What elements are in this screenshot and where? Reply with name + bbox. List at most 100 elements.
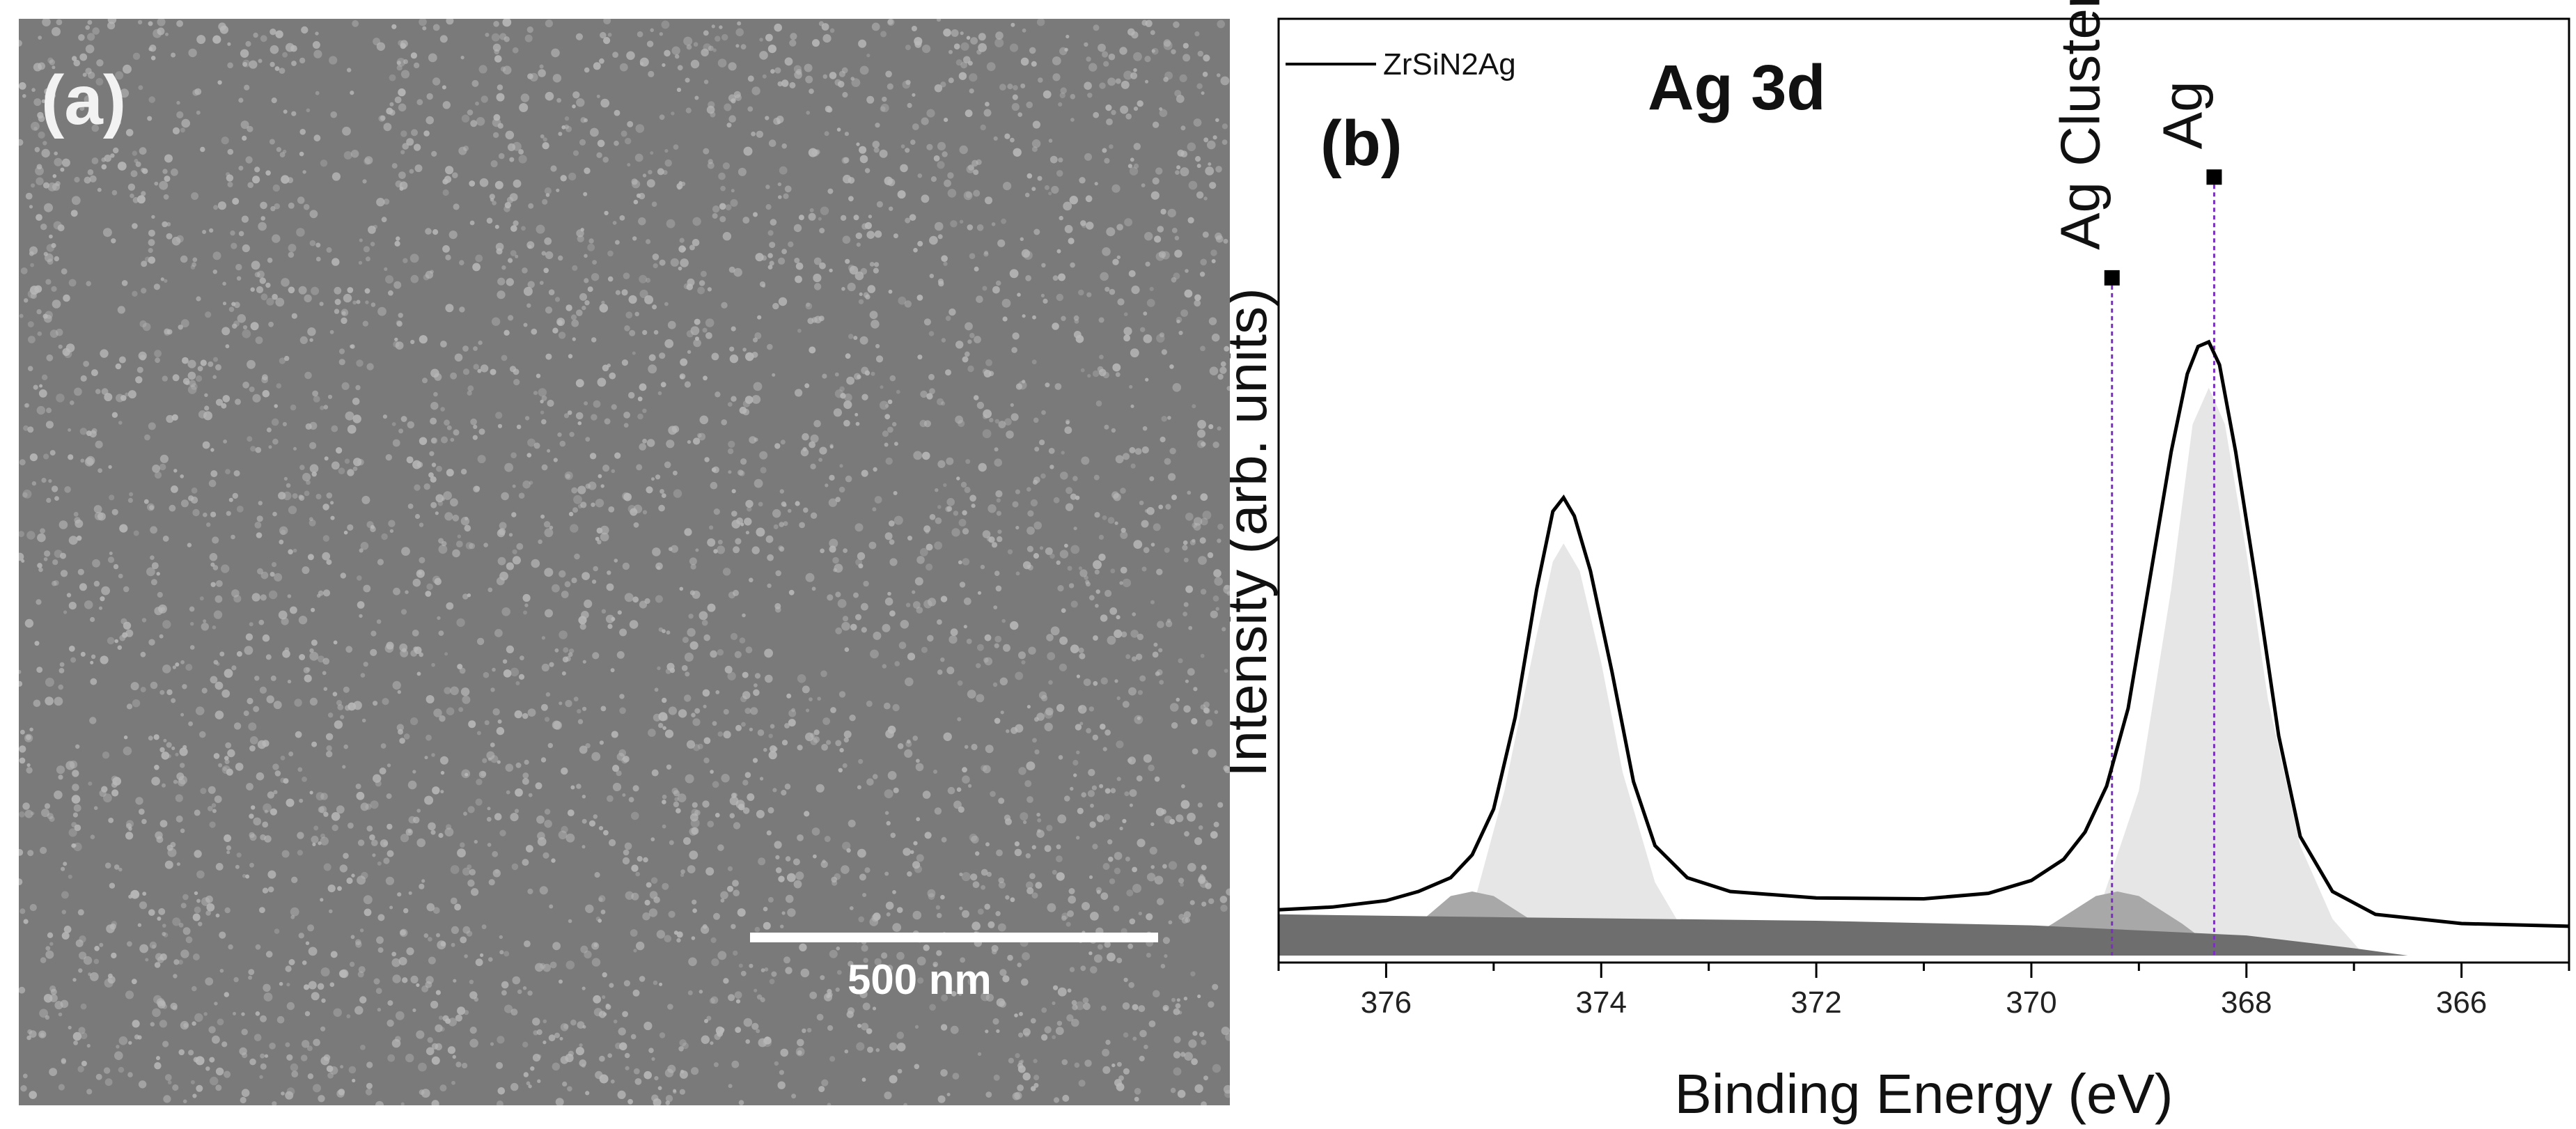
nanoparticle — [798, 215, 804, 221]
nanoparticle — [786, 693, 792, 699]
nanoparticle — [764, 967, 769, 972]
nanoparticle — [334, 299, 341, 305]
nanoparticle — [80, 458, 85, 463]
nanoparticle — [403, 59, 408, 64]
nanoparticle — [1010, 621, 1019, 630]
nanoparticle — [1143, 334, 1153, 343]
nanoparticle — [875, 988, 882, 994]
nanoparticle — [191, 383, 198, 390]
nanoparticle — [451, 942, 455, 947]
nanoparticle — [533, 442, 540, 449]
nanoparticle — [378, 115, 385, 122]
nanoparticle — [1116, 615, 1121, 620]
nanoparticle — [688, 614, 694, 619]
nanoparticle — [531, 328, 538, 335]
nanoparticle — [685, 774, 694, 784]
nanoparticle — [861, 366, 869, 375]
nanoparticle — [196, 110, 201, 115]
nanoparticle — [330, 951, 338, 958]
nanoparticle — [352, 414, 361, 423]
nanoparticle — [1083, 1002, 1091, 1011]
nanoparticle — [1171, 997, 1176, 1002]
nanoparticle — [1127, 756, 1137, 765]
nanoparticle — [451, 926, 460, 934]
nanoparticle — [446, 707, 455, 716]
nanoparticle — [483, 543, 488, 547]
nanoparticle — [763, 921, 771, 930]
nanoparticle — [69, 93, 74, 98]
nanoparticle — [451, 1080, 455, 1085]
nanoparticle — [169, 504, 176, 512]
nanoparticle — [1088, 951, 1093, 956]
nanoparticle — [1017, 293, 1021, 297]
nanoparticle — [281, 278, 290, 287]
nanoparticle — [450, 897, 458, 905]
nanoparticle — [90, 834, 95, 839]
nanoparticle — [581, 845, 586, 849]
nanoparticle — [733, 950, 738, 956]
nanoparticle — [1119, 47, 1127, 55]
nanoparticle — [886, 820, 891, 826]
nanoparticle — [880, 103, 889, 113]
nanoparticle — [1154, 875, 1164, 885]
nanoparticle — [775, 855, 780, 859]
nanoparticle — [1040, 293, 1045, 297]
nanoparticle — [545, 251, 554, 260]
nanoparticle — [319, 302, 324, 306]
nanoparticle — [504, 1004, 513, 1013]
nanoparticle — [632, 351, 636, 355]
nanoparticle — [789, 81, 796, 88]
nanoparticle — [579, 293, 587, 301]
nanoparticle — [520, 93, 530, 102]
nanoparticle — [912, 735, 918, 741]
nanoparticle — [258, 619, 265, 625]
nanoparticle — [887, 771, 897, 780]
nanoparticle — [1114, 679, 1118, 683]
nanoparticle — [376, 198, 385, 207]
marker-square-ag — [2206, 169, 2222, 185]
nanoparticle — [842, 763, 848, 768]
nanoparticle — [1051, 185, 1059, 194]
nanoparticle — [884, 176, 893, 185]
nanoparticle — [478, 65, 487, 74]
nanoparticle — [128, 1041, 132, 1045]
nanoparticle — [805, 732, 814, 742]
nanoparticle — [605, 614, 615, 623]
nanoparticle — [759, 451, 768, 460]
nanoparticle — [753, 382, 763, 391]
nanoparticle — [309, 651, 319, 661]
nanoparticle — [60, 552, 66, 559]
nanoparticle — [717, 731, 724, 737]
nanoparticle — [496, 1100, 504, 1105]
nanoparticle — [673, 801, 680, 808]
nanoparticle — [1153, 642, 1158, 647]
nanoparticle — [151, 777, 160, 786]
nanoparticle — [676, 808, 681, 813]
nanoparticle — [767, 343, 773, 350]
nanoparticle — [1000, 710, 1004, 715]
nanoparticle — [693, 42, 698, 47]
nanoparticle — [255, 446, 262, 453]
nanoparticle — [781, 249, 787, 254]
nanoparticle — [571, 319, 579, 327]
nanoparticle — [961, 872, 971, 882]
nanoparticle — [1059, 215, 1063, 221]
nanoparticle — [212, 536, 219, 544]
nanoparticle — [950, 1025, 959, 1034]
nanoparticle — [793, 880, 802, 889]
nanoparticle — [662, 697, 667, 703]
nanoparticle — [387, 1019, 394, 1027]
component-fills — [1279, 387, 2408, 956]
nanoparticle — [65, 343, 75, 352]
nanoparticle — [180, 127, 185, 133]
nanoparticle — [400, 70, 410, 79]
nanoparticle — [309, 519, 316, 527]
nanoparticle — [537, 1079, 541, 1084]
nanoparticle — [588, 238, 594, 244]
nanoparticle — [916, 854, 924, 862]
nanoparticle — [107, 637, 115, 645]
nanoparticle — [905, 677, 914, 687]
nanoparticle — [704, 1019, 708, 1023]
nanoparticle — [1180, 882, 1184, 887]
nanoparticle — [52, 65, 56, 70]
